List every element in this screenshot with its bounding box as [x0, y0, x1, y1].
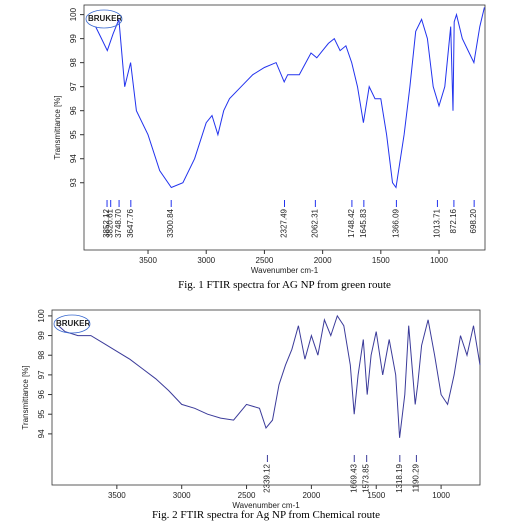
- x-tick-label: 1500: [367, 491, 385, 500]
- peak-label: 698.20: [469, 208, 478, 233]
- peak-label: 2062.31: [310, 208, 319, 237]
- y-tick-label: 94: [37, 429, 46, 438]
- y-tick-label: 94: [69, 154, 78, 163]
- logo-swirl: [85, 9, 123, 29]
- peak-label: 3300.84: [166, 208, 175, 237]
- x-axis-title: Wavenumber cm-1: [251, 266, 319, 275]
- y-tick-label: 96: [69, 106, 78, 115]
- y-tick-label: 97: [69, 82, 78, 91]
- y-tick-label: 98: [37, 350, 46, 359]
- x-tick-label: 2500: [238, 491, 256, 500]
- peak-label: 2339.12: [262, 463, 271, 492]
- logo: BRUKER: [56, 319, 90, 328]
- x-tick-label: 3000: [197, 256, 215, 265]
- x-tick-label: 1000: [432, 491, 450, 500]
- peak-label: 1318.19: [395, 463, 404, 492]
- x-axis-title: Wavenumber cm-1: [232, 501, 300, 510]
- plot-frame: [83, 4, 486, 251]
- logo-swirl: [53, 314, 91, 334]
- logo: BRUKER: [88, 14, 122, 23]
- y-tick-label: 95: [69, 130, 78, 139]
- y-tick-label: 98: [69, 58, 78, 67]
- figure-caption: Fig. 2 FTIR spectra for Ag NP from Chemi…: [152, 509, 380, 521]
- peak-label: 1013.71: [432, 208, 441, 237]
- x-tick-label: 2000: [314, 256, 332, 265]
- peak-label: 3820.61: [106, 208, 115, 237]
- peak-label: 3748.70: [114, 208, 123, 237]
- y-tick-label: 99: [37, 331, 46, 340]
- y-tick-label: 99: [69, 34, 78, 43]
- peak-label: 1669.43: [349, 463, 358, 492]
- y-axis-title: Transmittance [%]: [53, 95, 62, 159]
- peak-label: 1748.42: [347, 208, 356, 237]
- y-tick-label: 96: [37, 390, 46, 399]
- y-tick-label: 100: [69, 7, 78, 21]
- peak-label: 1645.83: [359, 208, 368, 237]
- y-tick-label: 93: [69, 178, 78, 187]
- peak-label: 3852.12: [102, 208, 111, 237]
- x-tick-label: 1500: [372, 256, 390, 265]
- y-axis-title: Transmittance [%]: [21, 365, 30, 429]
- y-tick-label: 100: [37, 309, 46, 323]
- x-tick-label: 2500: [256, 256, 274, 265]
- x-tick-label: 3500: [108, 491, 126, 500]
- peak-label: 1190.29: [411, 463, 420, 492]
- spectrum-line: [95, 7, 485, 189]
- figure-caption: Fig. 1 FTIR spectra for AG NP from green…: [178, 279, 391, 291]
- spectrum-line: [58, 314, 481, 438]
- x-tick-label: 2000: [302, 491, 320, 500]
- y-tick-label: 97: [37, 370, 46, 379]
- peak-label: 3647.76: [126, 208, 135, 237]
- x-tick-label: 3500: [139, 256, 157, 265]
- y-tick-label: 95: [37, 409, 46, 418]
- peak-label: 1366.09: [391, 208, 400, 237]
- x-tick-label: 3000: [173, 491, 191, 500]
- peak-label: 872.16: [449, 208, 458, 233]
- peak-label: 2327.49: [280, 208, 289, 237]
- peak-label: 1573.85: [362, 463, 371, 492]
- x-tick-label: 1000: [430, 256, 448, 265]
- plot-frame: [51, 309, 481, 486]
